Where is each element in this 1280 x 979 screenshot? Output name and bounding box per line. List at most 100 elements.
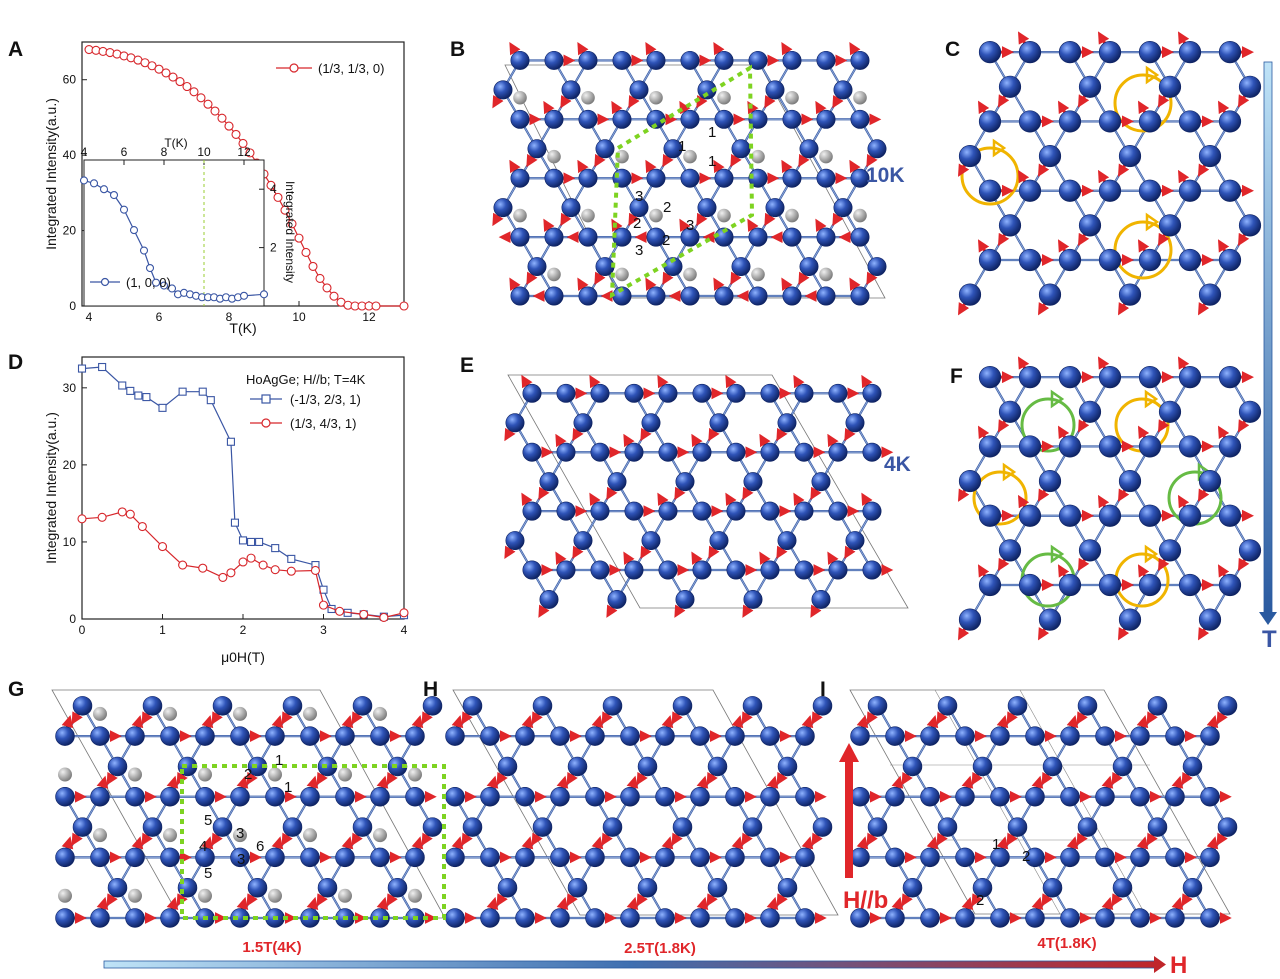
magnetic-atom bbox=[978, 435, 1002, 458]
magnetic-atom bbox=[522, 442, 542, 462]
magnetic-atom bbox=[160, 847, 180, 868]
magnetic-atom bbox=[561, 80, 581, 100]
magnetic-atom bbox=[1098, 366, 1122, 389]
magnetic-atom bbox=[497, 877, 518, 898]
magnetic-atom bbox=[1018, 179, 1042, 202]
magnetic-atom bbox=[920, 787, 940, 807]
magnetic-atom bbox=[1038, 283, 1062, 306]
magnetic-atom bbox=[1130, 787, 1150, 807]
data-point bbox=[217, 113, 227, 123]
magnetic-atom bbox=[680, 168, 700, 188]
spin-loop bbox=[1113, 220, 1173, 280]
magnetic-atom bbox=[1112, 756, 1133, 777]
nonmagnetic-atom bbox=[683, 267, 697, 282]
temperature-label-4k: 4K bbox=[884, 453, 911, 476]
magnetic-atom bbox=[1130, 847, 1150, 868]
chart-a-ticks: 4 6 8 10 12 0 20 40 60 bbox=[63, 73, 376, 324]
caption-g: 1.5T(4K) bbox=[242, 939, 301, 956]
magnetic-atom bbox=[550, 726, 570, 746]
spin-loop-arrow bbox=[1050, 389, 1065, 409]
magnetic-atom bbox=[731, 257, 751, 277]
magnetic-atom bbox=[958, 608, 982, 631]
magnetic-atom bbox=[573, 413, 593, 433]
magnetic-atom bbox=[1078, 539, 1102, 562]
magnetic-atom bbox=[850, 286, 870, 306]
magnetic-atom bbox=[462, 696, 483, 716]
data-point bbox=[315, 273, 325, 284]
magnetic-atom bbox=[602, 817, 623, 837]
magnetic-atom bbox=[480, 726, 500, 746]
magnetic-atom bbox=[335, 726, 355, 746]
magnetic-atom bbox=[697, 198, 717, 218]
chart-d-legend-marker-2 bbox=[261, 418, 271, 428]
magnetic-atom bbox=[160, 787, 180, 807]
magnetic-atom bbox=[1165, 787, 1185, 807]
magnetic-atom bbox=[998, 75, 1022, 98]
x-tick-label: 4 bbox=[401, 623, 408, 637]
magnetic-atom bbox=[1200, 908, 1220, 928]
data-point bbox=[157, 542, 168, 552]
y-tick-label: 10 bbox=[63, 535, 77, 549]
magnetic-atom bbox=[515, 908, 535, 928]
magnetic-atom bbox=[978, 573, 1002, 597]
magnetic-atom bbox=[1095, 787, 1115, 807]
magnetic-atom bbox=[1178, 504, 1202, 527]
magnetic-atom bbox=[55, 726, 75, 746]
magnetic-atom bbox=[765, 80, 785, 100]
x-tick-label: 10 bbox=[292, 310, 306, 324]
chart-a-ylabel: Integrated Intensity(a.u.) bbox=[43, 98, 59, 250]
magnetic-atom bbox=[760, 501, 780, 521]
magnetic-atom bbox=[850, 787, 870, 807]
magnetic-atom bbox=[556, 501, 576, 521]
magnetic-atom bbox=[1138, 435, 1162, 458]
panel-label-e: E bbox=[460, 354, 474, 377]
chart-a-legend-marker bbox=[289, 63, 299, 73]
magnetic-atom bbox=[1165, 726, 1185, 746]
data-point bbox=[182, 81, 192, 92]
nonmagnetic-atom bbox=[93, 706, 107, 721]
magnetic-atom bbox=[1112, 877, 1133, 898]
magnetic-atom bbox=[1058, 435, 1082, 458]
magnetic-atom bbox=[1200, 787, 1220, 807]
magnetic-atom bbox=[978, 366, 1002, 389]
magnetic-atom bbox=[641, 531, 661, 551]
magnetic-atom bbox=[955, 787, 975, 807]
magnetic-atom bbox=[1147, 696, 1168, 716]
spin-loop-arrow bbox=[1144, 544, 1159, 564]
magnetic-atom bbox=[370, 787, 390, 807]
magnetic-atom bbox=[1098, 504, 1122, 527]
magnetic-atom bbox=[1218, 366, 1242, 389]
magnetic-atom bbox=[1018, 41, 1042, 64]
magnetic-atom bbox=[794, 442, 814, 462]
data-point bbox=[310, 565, 321, 576]
magnetic-atom bbox=[1158, 75, 1182, 98]
site-label: 3 bbox=[635, 242, 643, 259]
magnetic-atom bbox=[510, 168, 530, 188]
magnetic-atom bbox=[714, 50, 734, 70]
x-tick-label: 10 bbox=[197, 145, 211, 159]
spin-loop-arrow bbox=[992, 138, 1007, 158]
magnetic-atom bbox=[607, 472, 627, 492]
data-point bbox=[218, 572, 228, 582]
magnetic-atom bbox=[370, 847, 390, 868]
magnetic-atom bbox=[1095, 726, 1115, 746]
magnetic-atom bbox=[72, 817, 93, 837]
magnetic-atom bbox=[142, 696, 163, 716]
site-label: 2 bbox=[663, 199, 671, 216]
panel-label-g: G bbox=[8, 678, 24, 701]
data-point bbox=[189, 87, 199, 97]
magnetic-atom bbox=[675, 472, 695, 492]
site-label: 2 bbox=[633, 215, 641, 232]
magnetic-atom bbox=[624, 501, 644, 521]
data-point bbox=[159, 281, 169, 290]
data-point bbox=[224, 121, 234, 131]
data-point bbox=[119, 205, 129, 214]
data-point bbox=[308, 261, 318, 271]
magnetic-atom bbox=[794, 501, 814, 521]
magnetic-atom bbox=[510, 50, 530, 70]
magnetic-atom bbox=[480, 787, 500, 807]
magnetic-atom bbox=[55, 847, 75, 868]
magnetic-atom bbox=[590, 383, 610, 403]
magnetic-atom bbox=[1042, 756, 1063, 777]
magnetic-atom bbox=[1217, 696, 1238, 716]
